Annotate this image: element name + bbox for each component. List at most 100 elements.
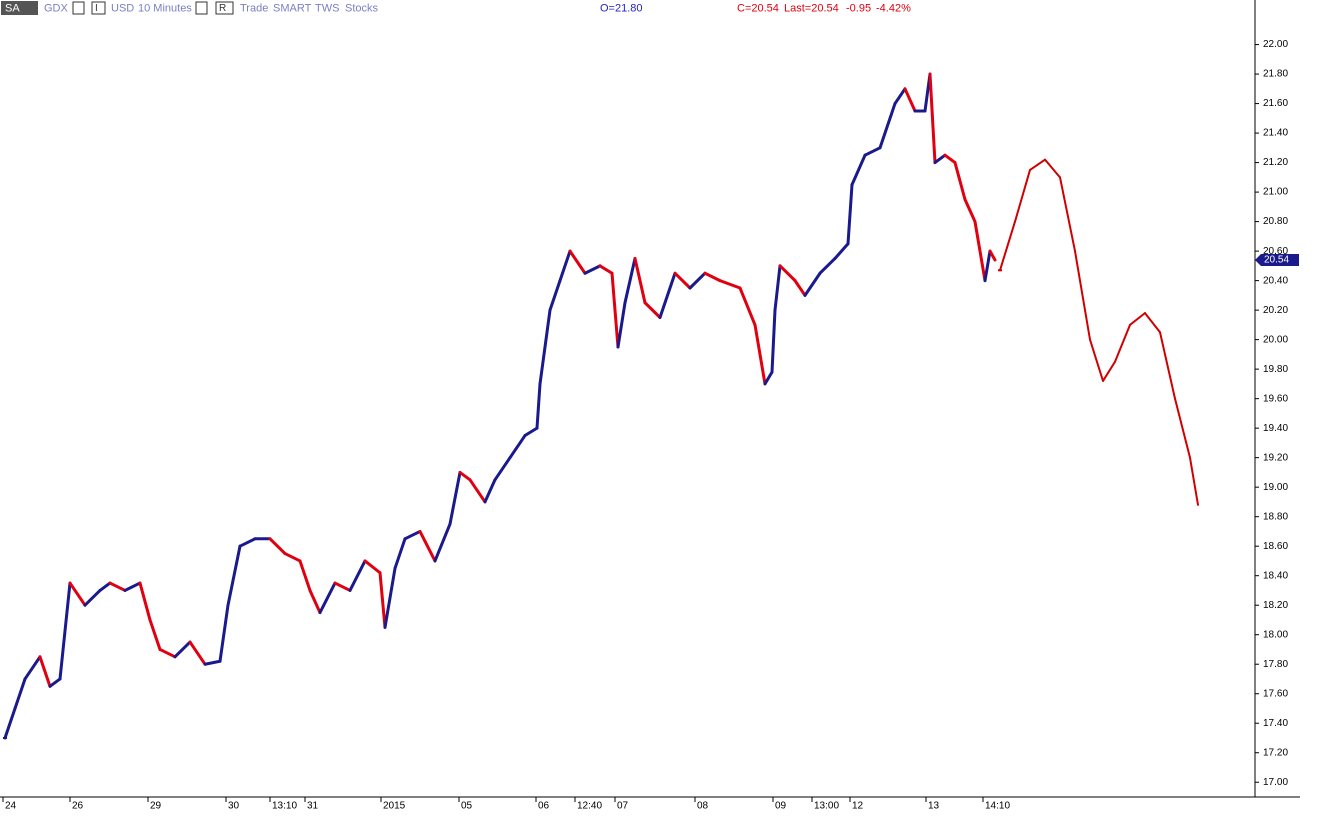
y-tick-label: 19.80	[1263, 364, 1288, 375]
type-box-text: I	[95, 3, 98, 14]
price-segment	[403, 529, 422, 541]
y-tick-label: 18.00	[1263, 629, 1288, 640]
price-segment	[658, 271, 677, 320]
x-tick-label: 31	[307, 801, 319, 812]
price-segment	[3, 706, 17, 740]
x-tick-label: 07	[617, 801, 629, 812]
price-segment	[770, 308, 777, 374]
dropdown[interactable]	[195, 1, 208, 15]
price-segment	[363, 559, 382, 575]
price-segment	[226, 544, 242, 607]
price-segment	[48, 677, 62, 688]
symbol-box[interactable]	[1, 1, 38, 15]
open: O=21.80	[600, 2, 643, 14]
y-tick-label: 18.80	[1263, 511, 1288, 522]
y-tick-label: 17.60	[1263, 688, 1288, 699]
y-tick-label: 20.40	[1263, 275, 1288, 286]
y-tick-label: 20.60	[1263, 246, 1288, 257]
price-segment	[673, 271, 692, 290]
forecast-segment	[1174, 397, 1191, 459]
y-tick-label: 20.20	[1263, 305, 1288, 316]
forecast-segment	[1074, 250, 1091, 341]
y-tick-label: 19.40	[1263, 423, 1288, 434]
price-segment	[203, 659, 222, 666]
x-tick-label: 13	[928, 801, 940, 812]
x-tick-label: 13:00	[814, 801, 839, 812]
price-segment	[718, 279, 742, 290]
y-tick-label: 20.00	[1263, 334, 1288, 345]
close: C=20.54	[737, 2, 779, 14]
price-segment	[983, 249, 992, 283]
x-tick-label: 12:40	[577, 801, 602, 812]
price-segment	[418, 529, 437, 563]
price-segment	[58, 581, 72, 681]
forecast-segment	[1129, 312, 1146, 326]
price-segment	[773, 264, 782, 312]
y-tick-label: 21.60	[1263, 98, 1288, 109]
forecast-segment	[1044, 158, 1061, 179]
price-segment	[468, 478, 487, 504]
price-segment	[738, 286, 757, 327]
price-segment	[108, 581, 127, 592]
symbol: GDX	[44, 2, 69, 14]
price-segment	[448, 470, 462, 526]
forecast-segment	[1159, 331, 1176, 400]
y-tick-label: 17.40	[1263, 718, 1288, 729]
source: TWS	[315, 2, 339, 14]
forecast-segment	[1059, 176, 1076, 253]
price-segment	[903, 87, 917, 113]
price-segment	[173, 640, 192, 659]
price-segment	[558, 249, 572, 283]
range-box-text: R	[219, 3, 226, 14]
y-tick-label: 21.40	[1263, 128, 1288, 139]
bar-size: 10 Minutes	[138, 2, 192, 14]
type-box[interactable]	[91, 1, 106, 15]
price-segment	[433, 522, 452, 563]
price-segment	[928, 72, 937, 165]
price-segment	[483, 478, 497, 504]
price-segment	[38, 655, 52, 688]
price-segment	[348, 559, 367, 592]
forecast-segment	[1102, 360, 1116, 382]
x-tick-label: 2015	[383, 801, 406, 812]
y-tick-label: 18.20	[1263, 600, 1288, 611]
price-segment	[818, 256, 837, 275]
forecast-segment	[1189, 456, 1199, 506]
last-price-tag	[1255, 253, 1299, 266]
sec-type: Stocks	[345, 2, 379, 14]
price-segment	[846, 183, 854, 246]
forecast-segment	[999, 220, 1016, 272]
last: Last=20.54	[784, 2, 839, 14]
dropdown[interactable]	[72, 1, 85, 15]
price-segment	[863, 146, 882, 157]
forecast-segment	[1089, 338, 1104, 382]
y-tick-label: 21.80	[1263, 69, 1288, 80]
price-segment	[378, 571, 387, 629]
price-segment	[778, 264, 797, 283]
price-segment	[933, 153, 947, 165]
y-tick-label: 22.00	[1263, 39, 1288, 50]
price-segment	[188, 640, 207, 666]
price-segment	[383, 566, 397, 629]
x-tick-label: 26	[72, 801, 84, 812]
price-segment	[963, 197, 977, 224]
y-tick-label: 17.00	[1263, 777, 1288, 788]
y-tick-label: 21.20	[1263, 157, 1288, 168]
x-tick-label: 13:10	[272, 801, 297, 812]
x-tick-label: 29	[150, 801, 162, 812]
price-segment	[753, 323, 767, 386]
price-segment	[523, 426, 539, 438]
range-box[interactable]	[215, 1, 234, 15]
y-tick-label: 20.80	[1263, 216, 1288, 227]
price-segment	[298, 559, 312, 592]
price-segment	[123, 581, 142, 592]
price-segment	[83, 588, 102, 607]
price-segment	[833, 242, 850, 260]
x-tick-label: 14:10	[985, 801, 1010, 812]
price-segment	[23, 655, 42, 681]
forecast-segment	[1014, 168, 1031, 223]
price-segment	[973, 220, 987, 283]
price-segment	[803, 271, 822, 297]
